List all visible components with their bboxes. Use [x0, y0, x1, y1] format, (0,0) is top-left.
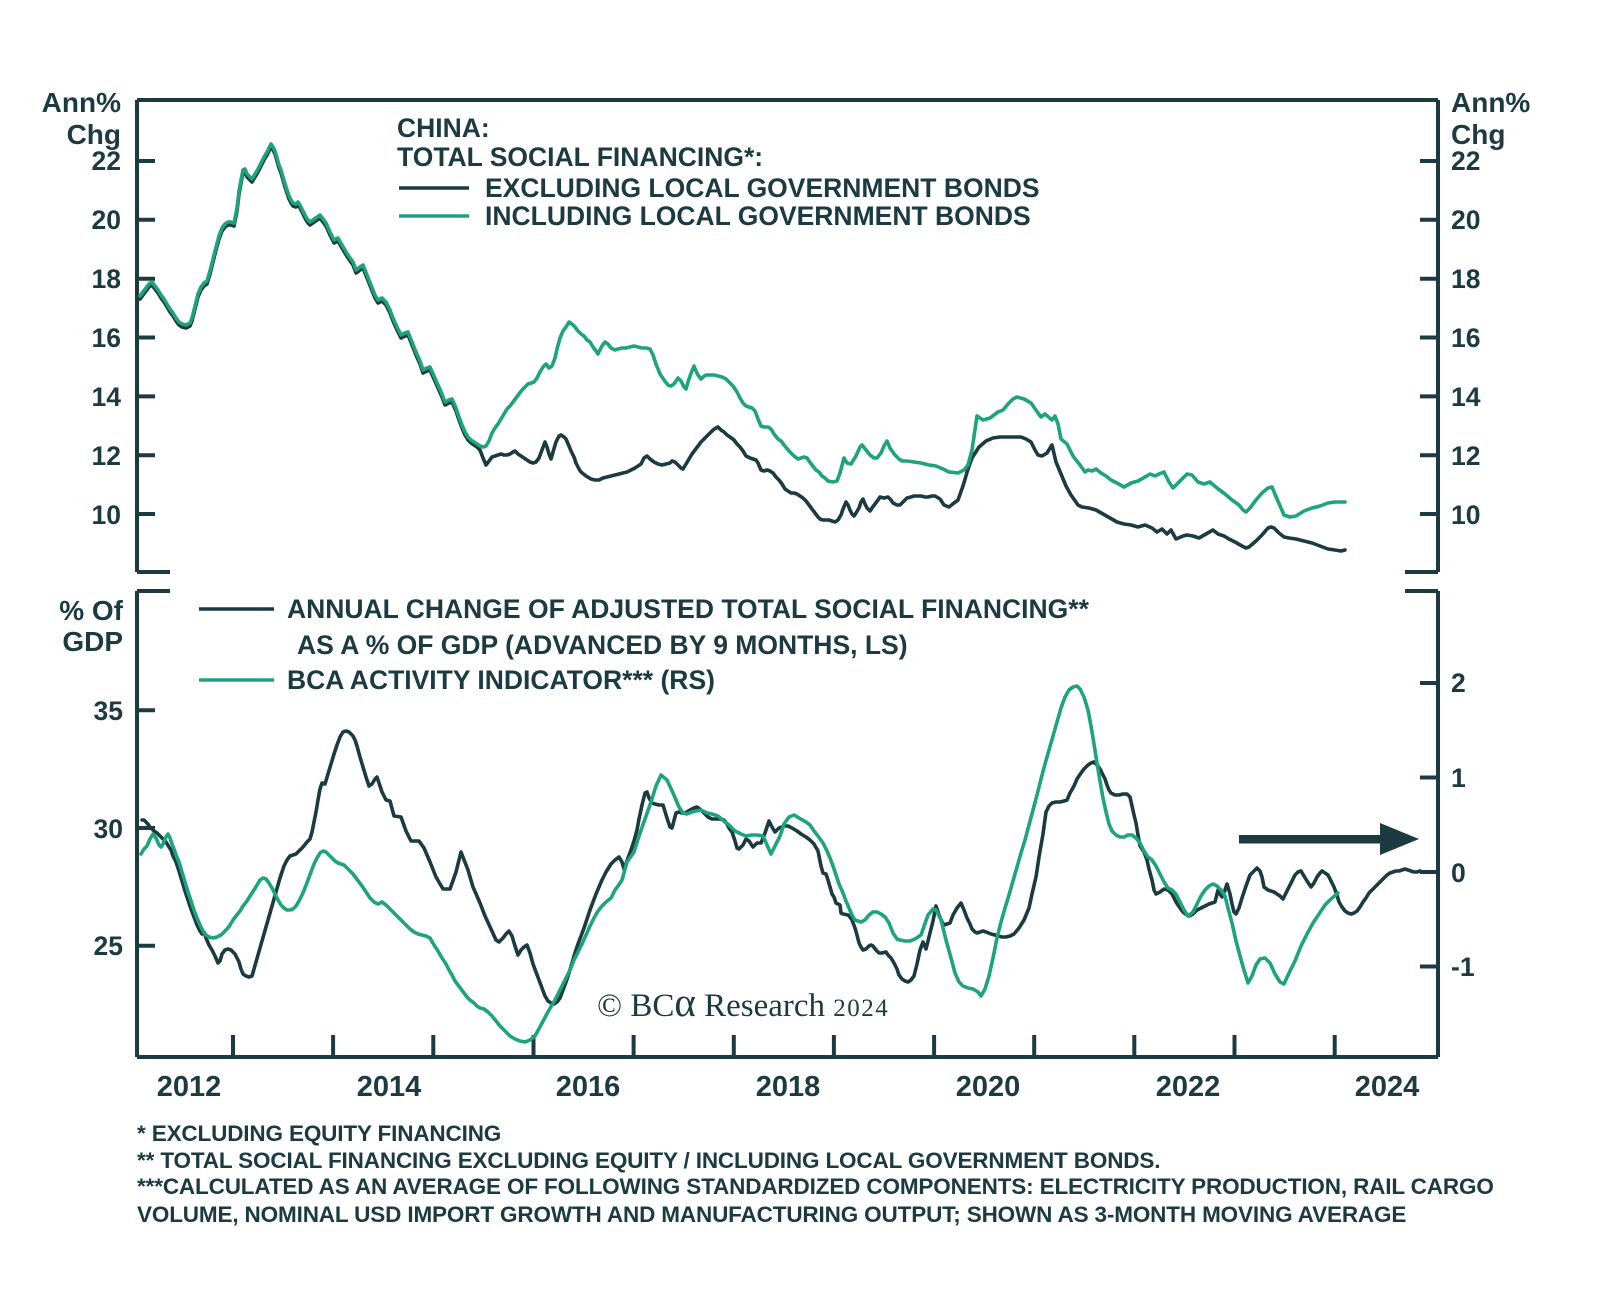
- svg-text:% Of: % Of: [59, 595, 123, 626]
- svg-text:Ann%: Ann%: [1451, 87, 1530, 118]
- svg-text:22: 22: [1451, 146, 1480, 176]
- svg-text:18: 18: [92, 264, 121, 294]
- svg-text:** TOTAL SOCIAL FINANCING EXCL: ** TOTAL SOCIAL FINANCING EXCLUDING EQUI…: [137, 1148, 1160, 1173]
- svg-text:20: 20: [1451, 205, 1480, 235]
- svg-text:12: 12: [92, 441, 121, 471]
- svg-text:16: 16: [1451, 323, 1480, 353]
- svg-text:20: 20: [92, 205, 121, 235]
- svg-text:16: 16: [92, 323, 121, 353]
- svg-text:2012: 2012: [157, 1071, 222, 1103]
- svg-text:GDP: GDP: [62, 626, 123, 657]
- svg-text:2022: 2022: [1156, 1071, 1221, 1103]
- svg-text:AS A % OF GDP (ADVANCED BY 9 M: AS A % OF GDP (ADVANCED BY 9 MONTHS, LS): [297, 630, 908, 660]
- svg-text:BCA ACTIVITY INDICATOR*** (RS): BCA ACTIVITY INDICATOR*** (RS): [287, 665, 715, 695]
- svg-text:12: 12: [1451, 441, 1480, 471]
- svg-text:CHINA:: CHINA:: [397, 113, 490, 143]
- svg-text:10: 10: [1451, 500, 1480, 530]
- svg-text:2: 2: [1451, 668, 1466, 698]
- svg-text:Ann%: Ann%: [42, 87, 121, 118]
- svg-text:TOTAL SOCIAL FINANCING*:: TOTAL SOCIAL FINANCING*:: [397, 142, 763, 172]
- svg-text:* EXCLUDING EQUITY FINANCING: * EXCLUDING EQUITY FINANCING: [137, 1121, 501, 1146]
- svg-text:Chg: Chg: [67, 119, 121, 150]
- svg-text:18: 18: [1451, 264, 1480, 294]
- svg-text:25: 25: [94, 931, 123, 961]
- svg-text:2018: 2018: [756, 1071, 821, 1103]
- svg-text:0: 0: [1451, 858, 1466, 888]
- svg-text:1: 1: [1451, 763, 1466, 793]
- svg-text:2016: 2016: [556, 1071, 621, 1103]
- svg-text:EXCLUDING LOCAL GOVERNMENT BON: EXCLUDING LOCAL GOVERNMENT BONDS: [485, 173, 1040, 203]
- svg-text:30: 30: [94, 814, 123, 844]
- svg-text:22: 22: [92, 146, 121, 176]
- svg-text:-1: -1: [1451, 952, 1475, 982]
- svg-text:14: 14: [92, 382, 122, 412]
- svg-text:***CALCULATED AS AN AVERAGE OF: ***CALCULATED AS AN AVERAGE OF FOLLOWING…: [137, 1174, 1494, 1199]
- svg-text:2024: 2024: [1355, 1071, 1420, 1103]
- svg-text:14: 14: [1451, 382, 1481, 412]
- svg-text:10: 10: [92, 500, 121, 530]
- svg-text:2014: 2014: [357, 1071, 422, 1103]
- svg-text:VOLUME, NOMINAL USD IMPORT GRO: VOLUME, NOMINAL USD IMPORT GROWTH AND MA…: [137, 1202, 1406, 1227]
- svg-text:INCLUDING LOCAL GOVERNMENT BON: INCLUDING LOCAL GOVERNMENT BONDS: [485, 201, 1031, 231]
- svg-text:2020: 2020: [956, 1071, 1021, 1103]
- svg-text:ANNUAL CHANGE OF ADJUSTED TOTA: ANNUAL CHANGE OF ADJUSTED TOTAL SOCIAL F…: [287, 594, 1090, 624]
- svg-text:35: 35: [94, 696, 123, 726]
- svg-text:Chg: Chg: [1451, 119, 1505, 150]
